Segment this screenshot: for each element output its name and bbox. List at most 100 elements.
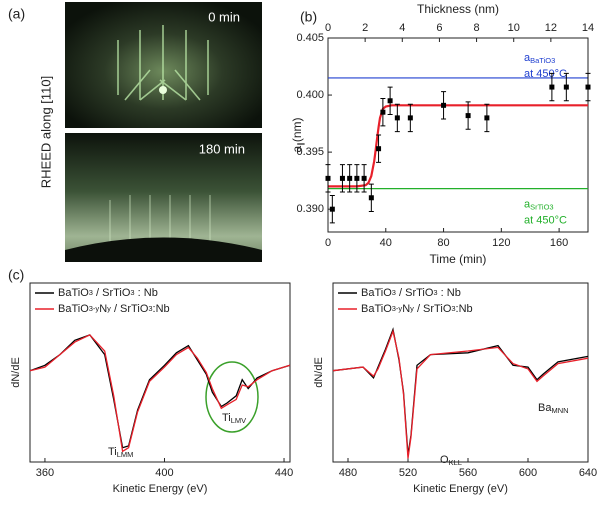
data-point — [368, 195, 374, 201]
x-tick-label: 600 — [519, 467, 537, 479]
x-tick-label: 560 — [459, 467, 477, 479]
x-tick-label: 0 — [325, 237, 331, 249]
formula-part: / SrTiO — [93, 287, 131, 299]
formula-part: 3 — [451, 304, 455, 313]
x-axis-label: Kinetic Energy (eV) — [113, 483, 208, 495]
annotation: BaMNN — [538, 402, 569, 415]
y-tick-label: 0.395 — [296, 146, 324, 158]
data-point — [585, 84, 591, 90]
legend-label: BaTiO3 / SrTiO3 : Nb — [58, 287, 158, 299]
data-point — [465, 113, 471, 119]
legend-label: BaTiO3-yNy / SrTiO3:Nb — [58, 303, 170, 315]
formula-part: 3-y — [392, 304, 403, 313]
x-tick-label: 120 — [492, 237, 510, 249]
reference-label-part: a — [524, 199, 531, 211]
data-point — [549, 84, 555, 90]
panel-label: (b) — [300, 9, 317, 25]
highlight-ellipse — [205, 361, 259, 433]
data-point — [354, 175, 360, 181]
data-point — [441, 102, 447, 108]
x-tick-label: 640 — [579, 467, 597, 479]
formula-part: 3 — [148, 304, 152, 313]
formula-part: / SrTiO — [111, 303, 149, 315]
formula-part: BaTiO — [361, 303, 392, 315]
data-point — [484, 115, 490, 121]
data-point — [394, 115, 400, 121]
reference-label: aBaTiO3 — [524, 52, 555, 65]
reference-label-part: a — [524, 52, 531, 64]
formula-part: 3 — [433, 288, 437, 297]
spectrum-line — [332, 329, 589, 459]
annotation: TiLMV — [222, 412, 246, 425]
formula-part: 3 — [392, 288, 396, 297]
x2-tick-label: 6 — [436, 22, 442, 34]
annotation-part: MNN — [551, 406, 568, 415]
data-point — [407, 115, 413, 121]
image-label: 180 min — [199, 141, 245, 156]
reference-label-part: BaTiO3 — [530, 56, 555, 65]
annotation-part: LMM — [117, 450, 134, 459]
reference-label: aSrTiO3 — [524, 199, 554, 212]
formula-part: N — [99, 303, 107, 315]
x-tick-label: 160 — [550, 237, 568, 249]
y-axis-label: dN/dE — [313, 357, 325, 388]
x-tick-label: 440 — [275, 467, 293, 479]
x2-tick-label: 14 — [582, 22, 594, 34]
formula-part: y — [107, 304, 111, 313]
panel-label: (c) — [8, 267, 24, 283]
formula-part: y — [410, 304, 414, 313]
y-axis-label: a∥(nm) — [290, 117, 305, 152]
annotation: TiLMM — [108, 446, 133, 459]
plot-frame — [332, 282, 589, 463]
formula-part: BaTiO — [58, 303, 89, 315]
x-axis-label: Time (min) — [430, 252, 487, 266]
formula-part: BaTiO — [361, 287, 392, 299]
formula-part: :Nb — [153, 303, 170, 315]
annotation-part: Ba — [538, 402, 552, 414]
annotation-part: Ti — [108, 446, 117, 458]
legend-label: BaTiO3-yNy / SrTiO3:Nb — [361, 303, 473, 315]
legend-label: BaTiO3 / SrTiO3 : Nb — [361, 287, 461, 299]
y-tick-label: 0.400 — [296, 89, 324, 101]
data-point — [361, 175, 367, 181]
x-tick-label: 80 — [437, 237, 449, 249]
data-point — [387, 98, 393, 104]
image-label: 0 min — [208, 9, 240, 24]
data-point — [339, 175, 345, 181]
reference-label-part: SrTiO3 — [530, 203, 553, 212]
rheed-axis-label: RHEED along [110] — [38, 76, 53, 189]
data-point — [563, 84, 569, 90]
x2-tick-label: 12 — [545, 22, 557, 34]
formula-part: : Nb — [135, 287, 158, 299]
x-tick-label: 400 — [155, 467, 173, 479]
data-point — [325, 175, 331, 181]
x2-axis-label: Thickness (nm) — [417, 2, 499, 16]
annotation-part: KLL — [449, 458, 462, 467]
y-axis-label-part: a — [290, 146, 304, 153]
formula-part: N — [402, 303, 410, 315]
x2-tick-label: 0 — [325, 22, 331, 34]
rheed-image — [65, 2, 262, 262]
fit-line — [328, 104, 588, 188]
data-point — [376, 146, 382, 152]
reference-label: at 450°C — [524, 215, 567, 227]
x2-tick-label: 8 — [474, 22, 480, 34]
spectrum-line — [29, 334, 291, 449]
formula-part: :Nb — [456, 303, 473, 315]
spectrum-line — [29, 334, 291, 453]
formula-part: 3-y — [89, 304, 100, 313]
data-point — [380, 109, 386, 115]
formula-part: BaTiO — [58, 287, 89, 299]
annotation: OKLL — [440, 454, 462, 467]
x-tick-label: 480 — [339, 467, 357, 479]
annotation-part: Ti — [222, 412, 231, 424]
panel-label: (a) — [8, 6, 25, 22]
x-axis-label: Kinetic Energy (eV) — [413, 483, 508, 495]
x-tick-label: 360 — [36, 467, 54, 479]
formula-part: 3 — [130, 288, 134, 297]
plot-frame — [29, 282, 291, 463]
y-axis-label: dN/dE — [10, 357, 22, 388]
data-point — [347, 175, 353, 181]
annotation-part: LMV — [231, 416, 246, 425]
